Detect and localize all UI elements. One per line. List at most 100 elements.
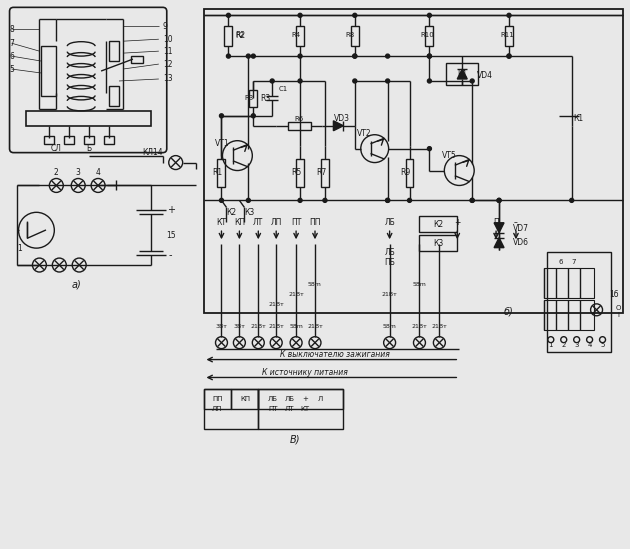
- Text: +: +: [167, 205, 175, 215]
- Text: R3: R3: [244, 95, 254, 101]
- Bar: [64, 136, 74, 144]
- Bar: [42, 46, 56, 96]
- Text: 58m: 58m: [382, 324, 396, 329]
- Text: ПТ: ПТ: [291, 218, 301, 227]
- Bar: [296, 159, 304, 187]
- Circle shape: [353, 54, 357, 58]
- Text: R6: R6: [294, 116, 304, 122]
- Circle shape: [470, 198, 474, 203]
- Circle shape: [219, 114, 224, 118]
- Text: 11: 11: [163, 47, 172, 55]
- Text: VT5: VT5: [442, 151, 457, 160]
- Text: ЛБ: ЛБ: [384, 248, 395, 256]
- Circle shape: [353, 13, 357, 18]
- Text: VD3: VD3: [334, 114, 350, 124]
- Bar: [351, 25, 358, 46]
- Text: 21Вт: 21Вт: [307, 324, 323, 329]
- Bar: [420, 216, 457, 232]
- Text: 1: 1: [17, 244, 22, 253]
- Bar: [446, 63, 478, 85]
- Circle shape: [386, 79, 389, 83]
- Circle shape: [507, 54, 511, 58]
- Bar: [217, 159, 226, 187]
- Text: КП: КП: [234, 218, 245, 227]
- Bar: [84, 136, 94, 144]
- Text: КТ: КТ: [217, 218, 226, 227]
- Text: 12: 12: [163, 60, 172, 69]
- Text: К3: К3: [244, 208, 255, 217]
- Text: ЛБ: ЛБ: [268, 396, 278, 402]
- Text: 21Вт: 21Вт: [268, 302, 284, 307]
- Text: I: I: [617, 312, 619, 318]
- Bar: [288, 122, 311, 130]
- Text: 7: 7: [571, 259, 576, 265]
- Text: R11: R11: [500, 32, 514, 38]
- Text: 3Вт: 3Вт: [234, 324, 245, 329]
- Text: К выключателю зажигания: К выключателю зажигания: [280, 350, 390, 359]
- Bar: [131, 56, 143, 63]
- Text: К источнику питания: К источнику питания: [262, 368, 348, 377]
- Text: 15: 15: [166, 231, 176, 240]
- Text: б): б): [504, 307, 514, 317]
- Bar: [547, 252, 612, 351]
- Circle shape: [497, 198, 501, 203]
- Circle shape: [323, 198, 327, 203]
- Circle shape: [427, 54, 432, 58]
- Circle shape: [246, 198, 250, 203]
- Polygon shape: [494, 223, 504, 233]
- Bar: [203, 389, 231, 410]
- Circle shape: [427, 79, 432, 83]
- Text: 58m: 58m: [308, 282, 322, 288]
- Text: -: -: [169, 250, 173, 260]
- Circle shape: [497, 198, 501, 203]
- Bar: [203, 389, 258, 429]
- Text: ПБ: ПБ: [384, 257, 395, 267]
- Text: ЛБ: ЛБ: [384, 218, 395, 227]
- Bar: [544, 300, 593, 330]
- Text: ПП: ПП: [309, 218, 321, 227]
- Bar: [249, 89, 257, 107]
- Circle shape: [507, 13, 511, 18]
- Text: КП: КП: [240, 396, 250, 402]
- Circle shape: [251, 54, 255, 58]
- Text: КТ: КТ: [301, 406, 309, 412]
- Text: 4: 4: [587, 341, 592, 348]
- Polygon shape: [333, 121, 343, 131]
- Bar: [231, 389, 258, 410]
- Circle shape: [353, 54, 357, 58]
- Circle shape: [427, 54, 432, 58]
- Bar: [321, 159, 329, 187]
- Text: ЛТ: ЛТ: [285, 406, 295, 412]
- Bar: [109, 41, 119, 61]
- Text: В): В): [290, 434, 301, 444]
- Text: 13: 13: [163, 75, 173, 83]
- Text: Л: Л: [318, 396, 323, 402]
- Text: –: –: [321, 406, 324, 412]
- Text: ЛБ: ЛБ: [285, 396, 295, 402]
- Circle shape: [226, 13, 231, 18]
- Text: П: П: [493, 218, 499, 227]
- Circle shape: [507, 54, 511, 58]
- Text: 6: 6: [9, 52, 14, 60]
- Text: 6: 6: [559, 259, 563, 265]
- Text: C1: C1: [278, 86, 287, 92]
- Text: 21Вт: 21Вт: [411, 324, 427, 329]
- Bar: [258, 389, 343, 410]
- Polygon shape: [494, 238, 504, 248]
- Text: К2: К2: [226, 208, 237, 217]
- Text: 21Вт: 21Вт: [268, 324, 284, 329]
- Circle shape: [408, 198, 411, 203]
- Text: 3Вт: 3Вт: [215, 324, 227, 329]
- Text: R7: R7: [316, 168, 326, 177]
- Circle shape: [251, 114, 255, 118]
- Text: +: +: [302, 396, 308, 402]
- Bar: [296, 25, 304, 46]
- Text: 5: 5: [9, 65, 14, 74]
- Text: 2: 2: [561, 341, 566, 348]
- Bar: [44, 136, 54, 144]
- Text: 1б: 1б: [609, 290, 618, 299]
- Text: 21Вт: 21Вт: [250, 324, 266, 329]
- Text: ЛП: ЛП: [212, 406, 223, 412]
- Text: 5: 5: [600, 341, 605, 348]
- Bar: [425, 25, 433, 46]
